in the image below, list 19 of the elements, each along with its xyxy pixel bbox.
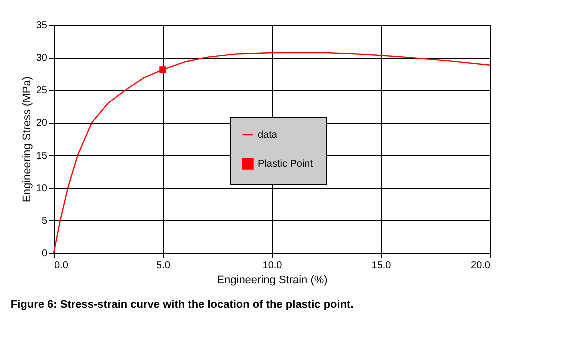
y-tick-label: 10 — [36, 183, 48, 194]
y-tick-label: 25 — [36, 86, 48, 97]
y-tick-label: 35 — [36, 20, 48, 32]
legend-label: data — [258, 130, 278, 141]
y-tick-label: 30 — [36, 53, 48, 64]
y-tick-label: 5 — [42, 216, 48, 227]
x-tick-label: 15.0 — [372, 260, 392, 272]
y-tick-label: 20 — [36, 118, 48, 130]
x-tick-label: 0.0 — [54, 260, 69, 272]
line-series — [53, 52, 491, 254]
x-axis-title: Engineering Strain (%) — [217, 274, 328, 286]
y-tick-label: 0 — [42, 248, 48, 260]
y-tick-label: 15 — [36, 150, 48, 162]
legend-label: Plastic Point — [258, 159, 314, 170]
text: Figure 6: Stress-strain curve with the location of the plastic point. — [10, 299, 354, 311]
y-axis-title: Engineering Stress (MPa) — [21, 76, 34, 202]
x-tick-label: 5.0 — [156, 260, 171, 272]
x-tick-label: 10.0 — [262, 260, 283, 272]
x-tick-label: 20.0 — [471, 260, 491, 272]
